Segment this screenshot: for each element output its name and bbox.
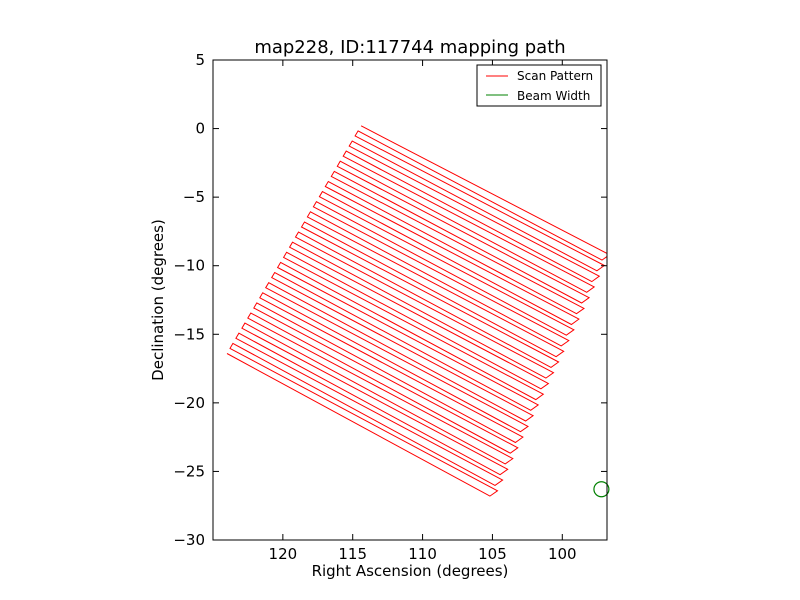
- x-tick-label: 110: [408, 545, 437, 563]
- y-tick-label: −5: [183, 188, 205, 206]
- scan-pattern-line: [226, 125, 607, 497]
- plot-area: [226, 125, 610, 498]
- x-axis-ticks: 120 115 110 105 100: [269, 60, 577, 563]
- y-tick-label: 5: [195, 51, 205, 69]
- legend-label-scan-pattern: Scan Pattern: [517, 69, 593, 83]
- y-tick-label: −30: [173, 531, 205, 549]
- x-tick-label: 120: [269, 545, 298, 563]
- scan-pattern-series: [226, 125, 607, 497]
- legend: Scan Pattern Beam Width: [476, 64, 602, 107]
- legend-label-beam-width: Beam Width: [517, 89, 590, 103]
- beam-width-marker: [593, 481, 610, 498]
- x-axis-label: Right Ascension (degrees): [312, 562, 509, 580]
- x-tick-label: 100: [548, 545, 577, 563]
- y-axis-ticks: 5 0 −5 −10 −15 −20 −25 −30: [173, 51, 607, 549]
- y-tick-label: −10: [173, 257, 205, 275]
- x-tick-label: 115: [338, 545, 367, 563]
- plot-frame: [212, 59, 608, 541]
- y-tick-label: −15: [173, 325, 205, 343]
- y-tick-label: −20: [173, 394, 205, 412]
- x-tick-label: 105: [478, 545, 507, 563]
- chart-title: map228, ID:117744 mapping path: [254, 37, 565, 58]
- y-axis-label: Declination (degrees): [149, 219, 167, 381]
- beam-width-series: [593, 481, 610, 498]
- y-tick-label: 0: [195, 120, 205, 138]
- legend-box: [476, 64, 602, 107]
- y-tick-label: −25: [173, 462, 205, 480]
